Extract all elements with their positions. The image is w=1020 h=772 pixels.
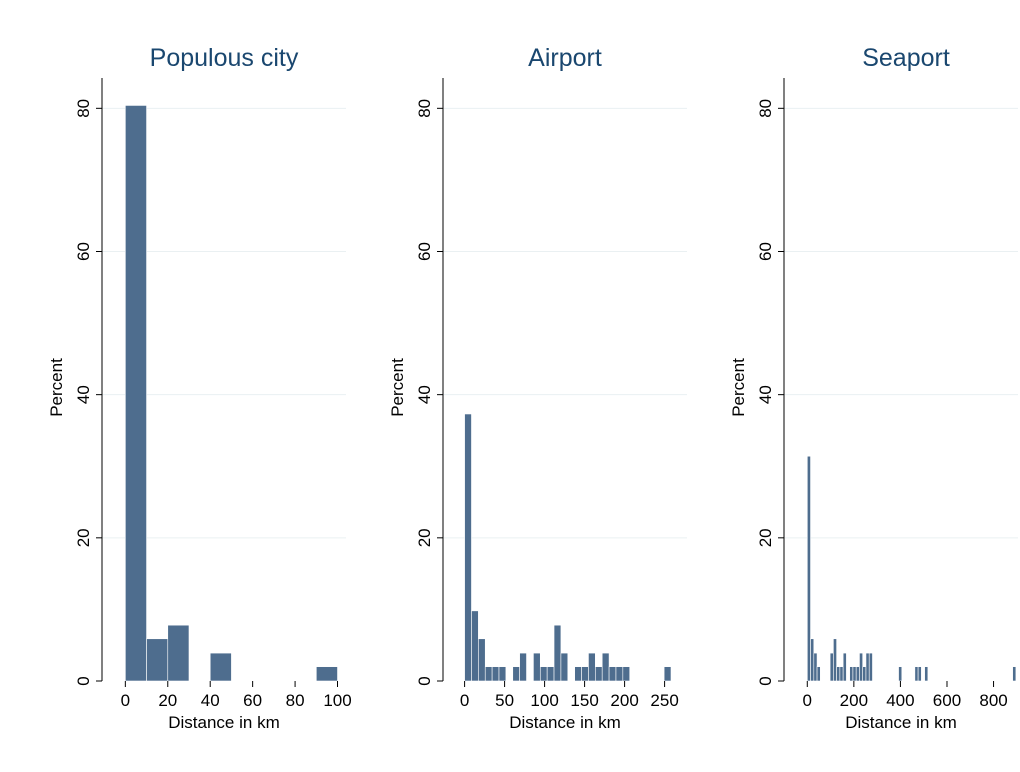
x-tick-label: 60: [243, 691, 262, 710]
y-tick-label: 60: [756, 242, 775, 261]
histogram-bar: [852, 666, 857, 682]
x-tick-label: 200: [610, 691, 638, 710]
histogram-bar: [849, 666, 854, 682]
histogram-bar: [859, 652, 863, 682]
x-tick-label: 0: [460, 691, 469, 710]
histogram-bar: [519, 652, 527, 682]
y-tick-label: 60: [415, 242, 434, 261]
histogram-bar: [533, 652, 541, 682]
histogram-bar: [484, 666, 493, 682]
histogram-bar: [914, 666, 919, 682]
x-axis-label: Distance in km: [845, 713, 956, 732]
y-axis-label: Percent: [388, 358, 407, 417]
histogram-bar: [917, 666, 922, 682]
x-tick-label: 800: [979, 691, 1007, 710]
y-tick-label: 20: [756, 528, 775, 547]
histogram-bar: [663, 666, 672, 682]
histogram-bar: [209, 652, 232, 682]
y-tick-label: 20: [415, 528, 434, 547]
panel-title: Populous city: [150, 44, 299, 72]
histogram-bar: [546, 666, 555, 682]
histogram-bar: [829, 652, 834, 682]
y-tick-label: 80: [74, 99, 93, 118]
histogram-bar: [924, 666, 929, 682]
y-tick-label: 0: [74, 676, 93, 685]
histogram-bar: [581, 666, 589, 682]
histogram-bar: [601, 652, 610, 682]
y-tick-label: 0: [756, 676, 775, 685]
histogram-bar: [315, 666, 338, 682]
histogram-bar: [813, 652, 818, 682]
histogram-bar: [491, 666, 500, 682]
histogram-bar: [1012, 666, 1017, 682]
x-tick-label: 0: [803, 691, 812, 710]
x-axis-label: Distance in km: [509, 713, 620, 732]
histogram-bar: [608, 666, 617, 682]
y-tick-label: 80: [756, 99, 775, 118]
histogram-bar: [836, 666, 841, 682]
x-tick-label: 20: [158, 691, 177, 710]
histogram-bar: [868, 652, 873, 682]
histogram-bar: [862, 666, 867, 682]
y-tick-label: 80: [415, 99, 434, 118]
histogram-bar: [553, 624, 562, 682]
y-tick-label: 60: [74, 242, 93, 261]
x-tick-label: 400: [886, 691, 914, 710]
histogram-bar: [865, 652, 870, 682]
histogram-bar: [167, 624, 190, 682]
x-tick-label: 200: [840, 691, 868, 710]
x-tick-label: 150: [570, 691, 598, 710]
x-axis-label: Distance in km: [168, 713, 279, 732]
histogram-bar: [816, 666, 821, 682]
x-tick-label: 80: [286, 691, 305, 710]
bars: [464, 413, 672, 682]
histogram-bar: [595, 666, 603, 682]
panel-title: Seaport: [862, 44, 950, 72]
x-tick-label: 0: [121, 691, 130, 710]
histogram-bar: [833, 638, 837, 682]
y-axis-label: Percent: [729, 358, 748, 417]
histogram-bar: [498, 666, 507, 682]
bars: [125, 105, 338, 682]
histogram-bar: [806, 455, 811, 682]
histogram-bar: [839, 666, 844, 682]
histogram-bar: [810, 638, 815, 682]
y-tick-label: 40: [74, 385, 93, 404]
x-tick-label: 50: [495, 691, 514, 710]
bars: [806, 455, 1017, 682]
histogram-bar: [512, 666, 520, 682]
histogram-bar: [539, 666, 548, 682]
histogram-bar: [125, 105, 147, 682]
histogram-bar: [588, 652, 596, 682]
x-tick-label: 250: [650, 691, 678, 710]
panel-title: Airport: [528, 44, 602, 72]
y-tick-label: 0: [415, 676, 434, 685]
x-tick-label: 40: [201, 691, 220, 710]
y-tick-label: 40: [756, 385, 775, 404]
y-axis-label: Percent: [47, 358, 66, 417]
histogram-bar: [855, 666, 860, 682]
x-tick-label: 100: [530, 691, 558, 710]
histogram-bar: [478, 638, 486, 682]
x-tick-label: 100: [323, 691, 351, 710]
histogram-bar: [146, 638, 169, 682]
panel-1: 0 20 40 60 80 0 20 40 60 80 100 Populous city Distan…: [47, 44, 352, 732]
histogram-bar: [560, 652, 569, 682]
y-tick-label: 20: [74, 528, 93, 547]
panel-2: 0 20 40 60 80 0 50 100 150 200 250 Airport Distance …: [388, 44, 687, 732]
x-tick-label: 600: [933, 691, 961, 710]
histogram-bar: [471, 610, 479, 682]
histogram-bar: [464, 413, 472, 682]
y-tick-label: 40: [415, 385, 434, 404]
histogram-bar: [574, 666, 582, 682]
histogram-bar: [622, 666, 631, 682]
histogram-bar: [842, 652, 847, 682]
histogram-bar: [898, 666, 903, 682]
histogram-bar: [615, 666, 624, 682]
